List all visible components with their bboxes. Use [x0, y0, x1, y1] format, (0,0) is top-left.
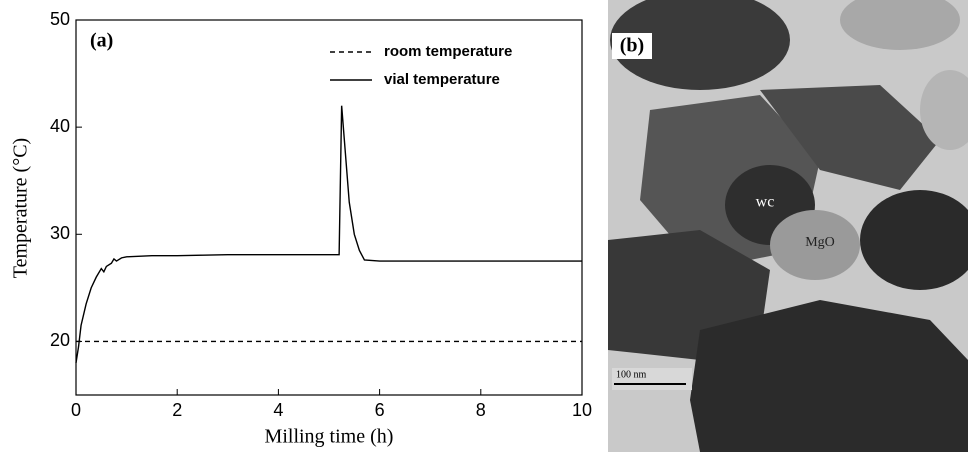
y-tick-label: 40 — [50, 116, 70, 136]
y-axis-label: Temperature (°C) — [10, 138, 32, 278]
scale-bar-label: 100 nm — [616, 369, 647, 380]
tem-image: (b) wc MgO 100 nm — [608, 0, 968, 452]
x-tick-label: 0 — [71, 400, 81, 420]
y-tick-label: 20 — [50, 330, 70, 350]
legend-label: vial temperature — [384, 71, 500, 88]
particle — [920, 70, 968, 150]
annotation: wc — [756, 194, 775, 211]
panel-label: (b) — [620, 35, 644, 57]
y-tick-label: 30 — [50, 223, 70, 243]
x-tick-label: 4 — [273, 400, 283, 420]
particle — [860, 190, 968, 290]
y-tick-label: 50 — [50, 9, 70, 29]
annotation: MgO — [805, 235, 835, 250]
particle — [840, 0, 960, 50]
label-box — [612, 33, 652, 59]
particle — [610, 0, 790, 90]
panel-label: (a) — [90, 30, 113, 52]
x-tick-label: 2 — [172, 400, 182, 420]
x-tick-label: 8 — [476, 400, 486, 420]
legend-label: room temperature — [384, 43, 512, 60]
plot-frame — [75, 19, 583, 396]
x-axis-label: Milling time (h) — [265, 426, 394, 448]
particle — [770, 210, 860, 280]
data-line — [75, 105, 582, 363]
x-tick-label: 10 — [572, 400, 592, 420]
particle — [690, 300, 968, 452]
particle — [760, 85, 940, 190]
x-tick-label: 6 — [375, 400, 385, 420]
